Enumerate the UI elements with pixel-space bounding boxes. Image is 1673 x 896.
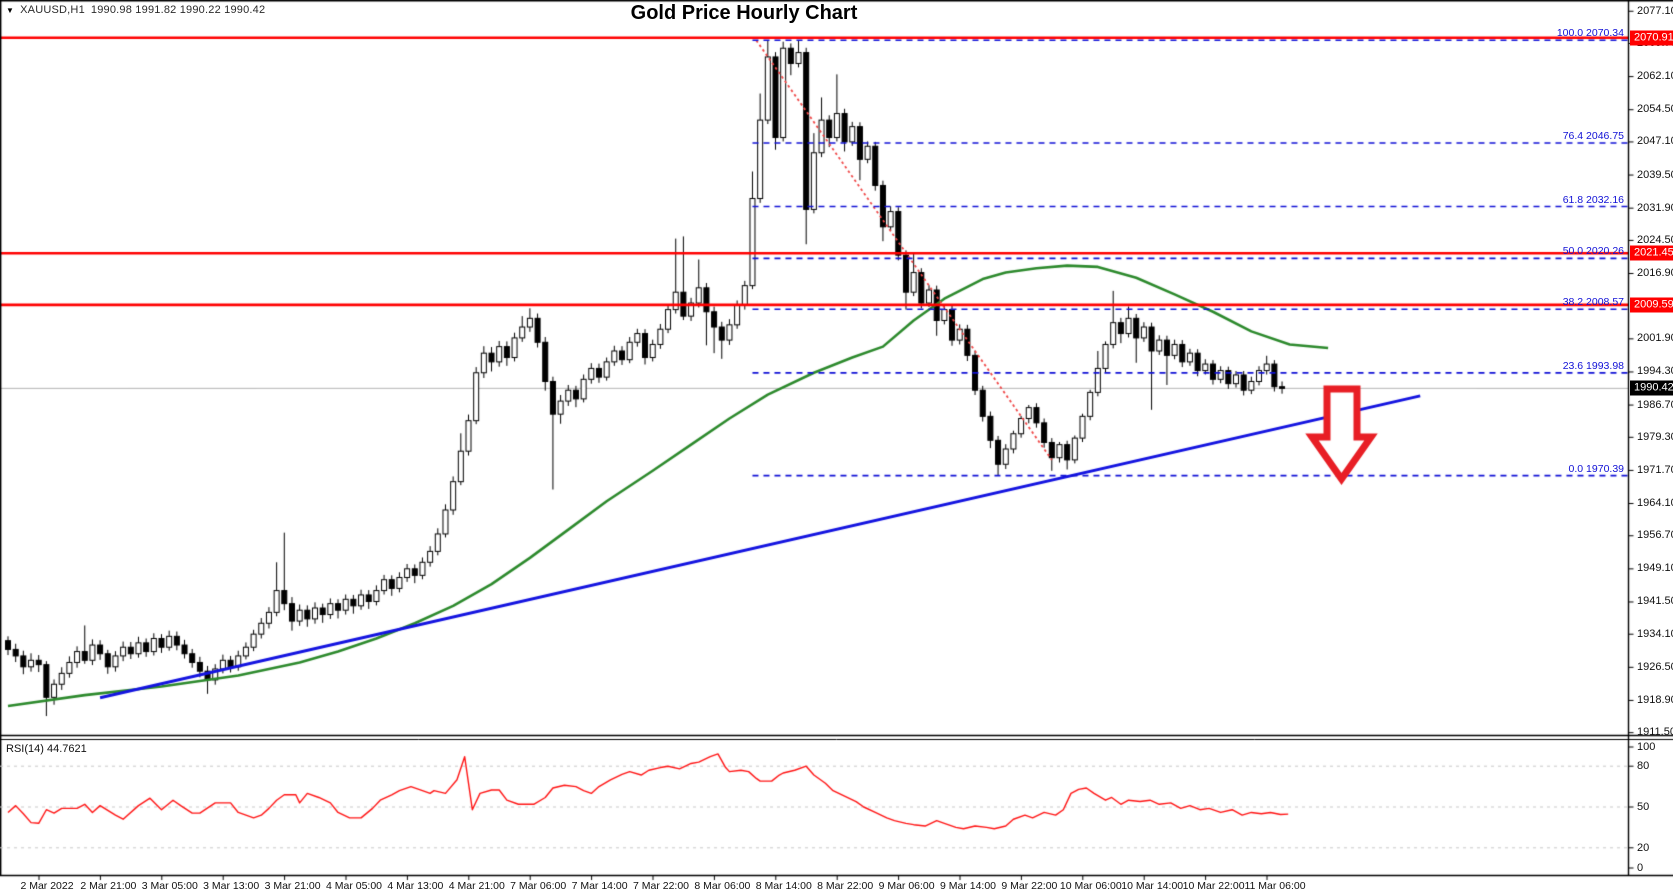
price-axis-label: 2054.50 — [1637, 103, 1673, 116]
time-axis-label: 9 Mar 06:00 — [878, 880, 935, 892]
time-axis-label: 4 Mar 05:00 — [325, 880, 383, 892]
rsi-axis-label: 0 — [1637, 862, 1644, 874]
price-axis-label: 2062.10 — [1637, 70, 1673, 83]
price-axis-label: 2016.90 — [1637, 267, 1673, 279]
rsi-axis-label: 100 — [1637, 741, 1656, 753]
price-axis-label: 1941.50 — [1637, 595, 1673, 608]
time-axis-label: 3 Mar 21:00 — [264, 880, 321, 892]
time-axis-label: 3 Mar 05:00 — [141, 880, 198, 892]
price-axis-label: 1971.70 — [1637, 463, 1673, 476]
time-axis-label: 10 Mar 06:00 — [1059, 880, 1122, 892]
time-axis-label: 10 Mar 14:00 — [1121, 880, 1184, 892]
price-badge-resistance: 2070.91 — [1630, 30, 1673, 46]
fib-level-label: 100.0 2070.34 — [1556, 27, 1624, 40]
price-axis-label: 1911.50 — [1637, 726, 1673, 739]
time-axis-label: 8 Mar 22:00 — [817, 880, 874, 892]
price-axis-label: 2024.50 — [1637, 233, 1673, 246]
price-axis-label: 2001.90 — [1637, 332, 1673, 345]
time-axis-label: 9 Mar 22:00 — [1001, 880, 1058, 892]
time-axis-label: 4 Mar 21:00 — [448, 880, 505, 892]
fib-level-label: 23.6 1993.98 — [1562, 359, 1624, 372]
time-axis-label: 7 Mar 22:00 — [632, 880, 690, 892]
price-badge-resistance: 2009.59 — [1630, 297, 1673, 313]
price-axis-label: 1986.70 — [1637, 398, 1673, 411]
rsi-indicator-label: RSI(14) 44.7621 — [6, 743, 87, 755]
fib-level-label: 76.4 2046.75 — [1562, 129, 1624, 142]
chart-title: Gold Price Hourly Chart — [630, 2, 858, 24]
time-axis-label: 4 Mar 13:00 — [387, 880, 444, 892]
price-axis-label: 2031.90 — [1637, 201, 1673, 214]
time-axis-label: 10 Mar 22:00 — [1182, 880, 1245, 892]
symbol-name: XAUUSD,H1 — [20, 4, 85, 16]
fib-level-label: 38.2 2008.57 — [1562, 296, 1624, 309]
price-axis-label: 1994.30 — [1637, 365, 1673, 378]
time-axis-label: 8 Mar 14:00 — [755, 880, 812, 892]
price-axis-label: 1979.30 — [1637, 430, 1673, 443]
price-axis-label: 1934.10 — [1637, 627, 1673, 640]
price-badge-current: 1990.42 — [1630, 380, 1673, 396]
symbol-dropdown-icon[interactable]: ▼ — [6, 5, 15, 15]
price-axis-label: 1918.90 — [1637, 693, 1673, 706]
rsi-axis-label: 20 — [1637, 841, 1650, 854]
symbol-info: ▼ XAUUSD,H1 1990.98 1991.82 1990.22 1990… — [6, 4, 265, 16]
price-axis-label: 1926.50 — [1637, 660, 1673, 673]
price-badge-resistance: 2021.45 — [1630, 245, 1673, 261]
price-axis-label: 2047.10 — [1637, 135, 1673, 148]
time-axis-label: 7 Mar 14:00 — [571, 880, 628, 892]
time-axis-label: 2 Mar 2022 — [20, 880, 74, 892]
time-axis-label: 8 Mar 06:00 — [694, 880, 751, 892]
rsi-axis-label: 50 — [1637, 801, 1650, 813]
price-axis-label: 1964.10 — [1637, 497, 1673, 510]
symbol-ohlc-values: 1990.98 1991.82 1990.22 1990.42 — [90, 4, 266, 16]
rsi-axis-label: 80 — [1637, 760, 1650, 773]
time-axis-label: 11 Mar 06:00 — [1244, 880, 1306, 892]
fib-level-label: 50.0 2020.26 — [1562, 245, 1624, 258]
time-axis-label: 3 Mar 13:00 — [203, 880, 260, 892]
time-axis-label: 2 Mar 21:00 — [80, 880, 137, 892]
price-axis-label: 2039.50 — [1637, 168, 1673, 181]
price-axis-label: 1956.70 — [1637, 529, 1673, 542]
time-axis-label: 9 Mar 14:00 — [939, 880, 997, 892]
price-axis-label: 2077.10 — [1637, 4, 1673, 17]
fib-level-label: 61.8 2032.16 — [1562, 193, 1624, 206]
fib-level-label: 0.0 1970.39 — [1568, 462, 1624, 475]
price-axis-label: 1949.10 — [1637, 562, 1673, 575]
time-axis-label: 7 Mar 06:00 — [510, 880, 567, 892]
